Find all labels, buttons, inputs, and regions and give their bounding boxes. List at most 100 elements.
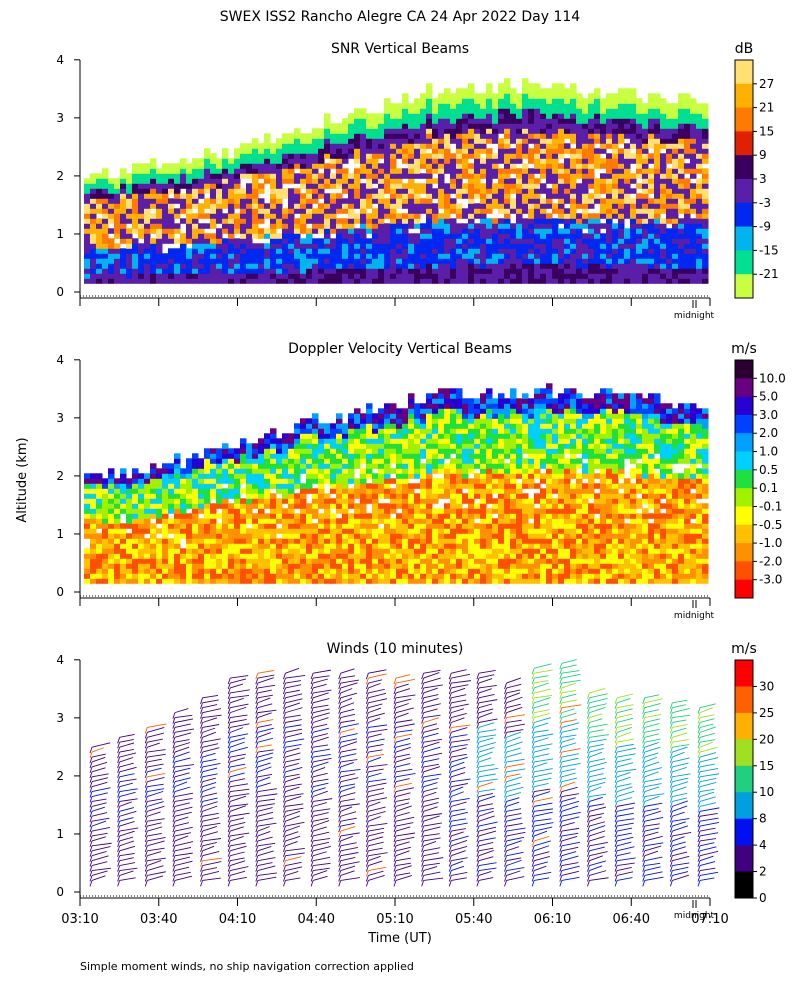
heatmap-cell xyxy=(282,553,289,559)
heatmap-cell xyxy=(102,278,109,284)
heatmap-cell xyxy=(126,563,133,569)
heatmap-cell xyxy=(228,563,235,569)
heatmap-cell xyxy=(138,258,145,264)
heatmap-cell xyxy=(606,143,613,149)
heatmap-cell xyxy=(384,163,391,169)
heatmap-cell xyxy=(366,463,373,469)
heatmap-cell xyxy=(690,103,697,109)
heatmap-cell xyxy=(312,558,319,564)
heatmap-cell xyxy=(276,173,283,179)
heatmap-cell xyxy=(126,518,133,524)
heatmap-cell xyxy=(564,268,571,274)
heatmap-cell xyxy=(438,243,445,249)
heatmap-cell xyxy=(354,543,361,549)
heatmap-cell xyxy=(96,518,103,524)
heatmap-cell xyxy=(360,448,367,454)
heatmap-cell xyxy=(264,178,271,184)
heatmap-cell xyxy=(150,258,157,264)
heatmap-cell xyxy=(366,563,373,569)
heatmap-cell xyxy=(156,513,163,519)
heatmap-cell xyxy=(690,113,697,119)
heatmap-cell xyxy=(102,263,109,269)
heatmap-cell xyxy=(378,168,385,174)
heatmap-cell xyxy=(408,123,415,129)
heatmap-cell xyxy=(516,188,523,194)
heatmap-cell xyxy=(138,478,145,484)
heatmap-cell xyxy=(282,133,289,139)
heatmap-cell xyxy=(150,198,157,204)
heatmap-cell xyxy=(354,233,361,239)
heatmap-cell xyxy=(678,103,685,109)
heatmap-cell xyxy=(102,553,109,559)
heatmap-cell xyxy=(402,228,409,234)
heatmap-cell xyxy=(630,123,637,129)
heatmap-cell xyxy=(240,558,247,564)
heatmap-cell xyxy=(126,533,133,539)
heatmap-cell xyxy=(294,558,301,564)
heatmap-cell xyxy=(300,263,307,269)
heatmap-cell xyxy=(294,188,301,194)
heatmap-cell xyxy=(396,168,403,174)
heatmap-cell xyxy=(186,223,193,229)
heatmap-cell xyxy=(294,273,301,279)
heatmap-cell xyxy=(594,268,601,274)
heatmap-cell xyxy=(162,528,169,534)
heatmap-cell xyxy=(516,118,523,124)
heatmap-cell xyxy=(246,558,253,564)
heatmap-cell xyxy=(120,213,127,219)
heatmap-cell xyxy=(690,188,697,194)
heatmap-cell xyxy=(126,263,133,269)
heatmap-cell xyxy=(426,578,433,584)
heatmap-cell xyxy=(330,518,337,524)
heatmap-cell xyxy=(432,233,439,239)
heatmap-cell xyxy=(426,453,433,459)
heatmap-cell xyxy=(672,183,679,189)
heatmap-cell xyxy=(288,463,295,469)
heatmap-cell xyxy=(234,508,241,514)
heatmap-cell xyxy=(696,138,703,144)
heatmap-cell xyxy=(540,253,547,259)
heatmap-cell xyxy=(108,573,115,579)
heatmap-cell xyxy=(582,223,589,229)
heatmap-cell xyxy=(660,103,667,109)
heatmap-cell xyxy=(276,558,283,564)
heatmap-cell xyxy=(522,153,529,159)
heatmap-cell xyxy=(378,528,385,534)
heatmap-cell xyxy=(582,278,589,284)
heatmap-cell xyxy=(480,243,487,249)
heatmap-cell xyxy=(288,473,295,479)
heatmap-cell xyxy=(402,183,409,189)
heatmap-cell xyxy=(300,273,307,279)
heatmap-cell xyxy=(252,563,259,569)
heatmap-cell xyxy=(144,253,151,259)
heatmap-cell xyxy=(540,113,547,119)
heatmap-cell xyxy=(294,163,301,169)
heatmap-cell xyxy=(354,248,361,254)
heatmap-cell xyxy=(414,548,421,554)
heatmap-cell xyxy=(162,213,169,219)
heatmap-cell xyxy=(354,463,361,469)
heatmap-cell xyxy=(348,258,355,264)
heatmap-cell xyxy=(348,198,355,204)
heatmap-cell xyxy=(438,218,445,224)
heatmap-cell xyxy=(270,243,277,249)
heatmap-cell xyxy=(108,238,115,244)
heatmap-cell xyxy=(96,548,103,554)
heatmap-cell xyxy=(702,273,709,279)
heatmap-cell xyxy=(120,238,127,244)
heatmap-cell xyxy=(462,208,469,214)
heatmap-cell xyxy=(342,473,349,479)
heatmap-cell xyxy=(654,113,661,119)
heatmap-cell xyxy=(498,153,505,159)
heatmap-cell xyxy=(432,418,439,424)
heatmap-cell xyxy=(546,153,553,159)
heatmap-cell xyxy=(390,568,397,574)
heatmap-cell xyxy=(252,523,259,529)
heatmap-cell xyxy=(300,468,307,474)
heatmap-cell xyxy=(264,243,271,249)
heatmap-cell xyxy=(390,118,397,124)
heatmap-cell xyxy=(132,473,139,479)
heatmap-cell xyxy=(306,148,313,154)
heatmap-cell xyxy=(546,223,553,229)
heatmap-cell xyxy=(180,573,187,579)
